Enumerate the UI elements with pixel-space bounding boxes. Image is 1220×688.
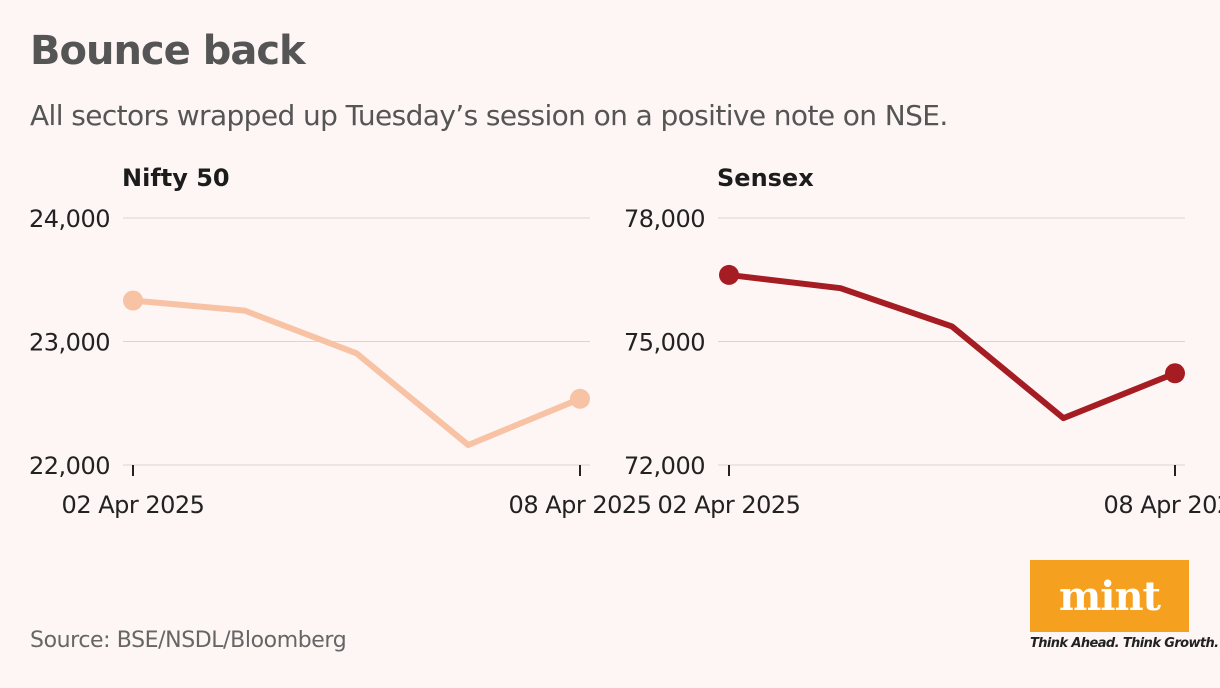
nifty-y-tick-label: 23,000 [29,329,110,357]
sensex-y-tick-label: 78,000 [624,205,705,233]
sensex-y-tick-label: 72,000 [624,452,705,480]
chart-title: Bounce back [30,28,306,74]
nifty-x-tick-label: 08 Apr 2025 [509,491,652,519]
sensex-series-line [726,271,1178,422]
logo-tagline: Think Ahead. Think Growth. [1030,636,1219,651]
source-note: Source: BSE/NSDL/Bloomberg [30,628,347,653]
nifty-y-tick-label: 22,000 [29,452,110,480]
sensex-y-tick-label: 75,000 [624,329,705,357]
mint-logo: mint [1030,560,1189,632]
sensex-endpoint-marker [719,264,739,285]
nifty-x-tick-label: 02 Apr 2025 [62,491,205,519]
chart-subtitle: All sectors wrapped up Tuesday’s session… [30,99,948,132]
sensex-endpoint-marker [1165,363,1185,384]
nifty-endpoint-marker [570,388,590,409]
nifty-endpoint-marker [123,290,143,311]
nifty-y-tick-label: 24,000 [29,205,110,233]
sensex-x-tick-label: 08 Apr 2025 [1104,491,1220,519]
nifty-panel-title: Nifty 50 [122,164,230,192]
sensex-x-tick-label: 02 Apr 2025 [658,491,801,519]
mint-logo-wordmark: mint [1058,572,1161,620]
sensex-panel-title: Sensex [717,164,814,192]
nifty-series-line [130,297,583,448]
